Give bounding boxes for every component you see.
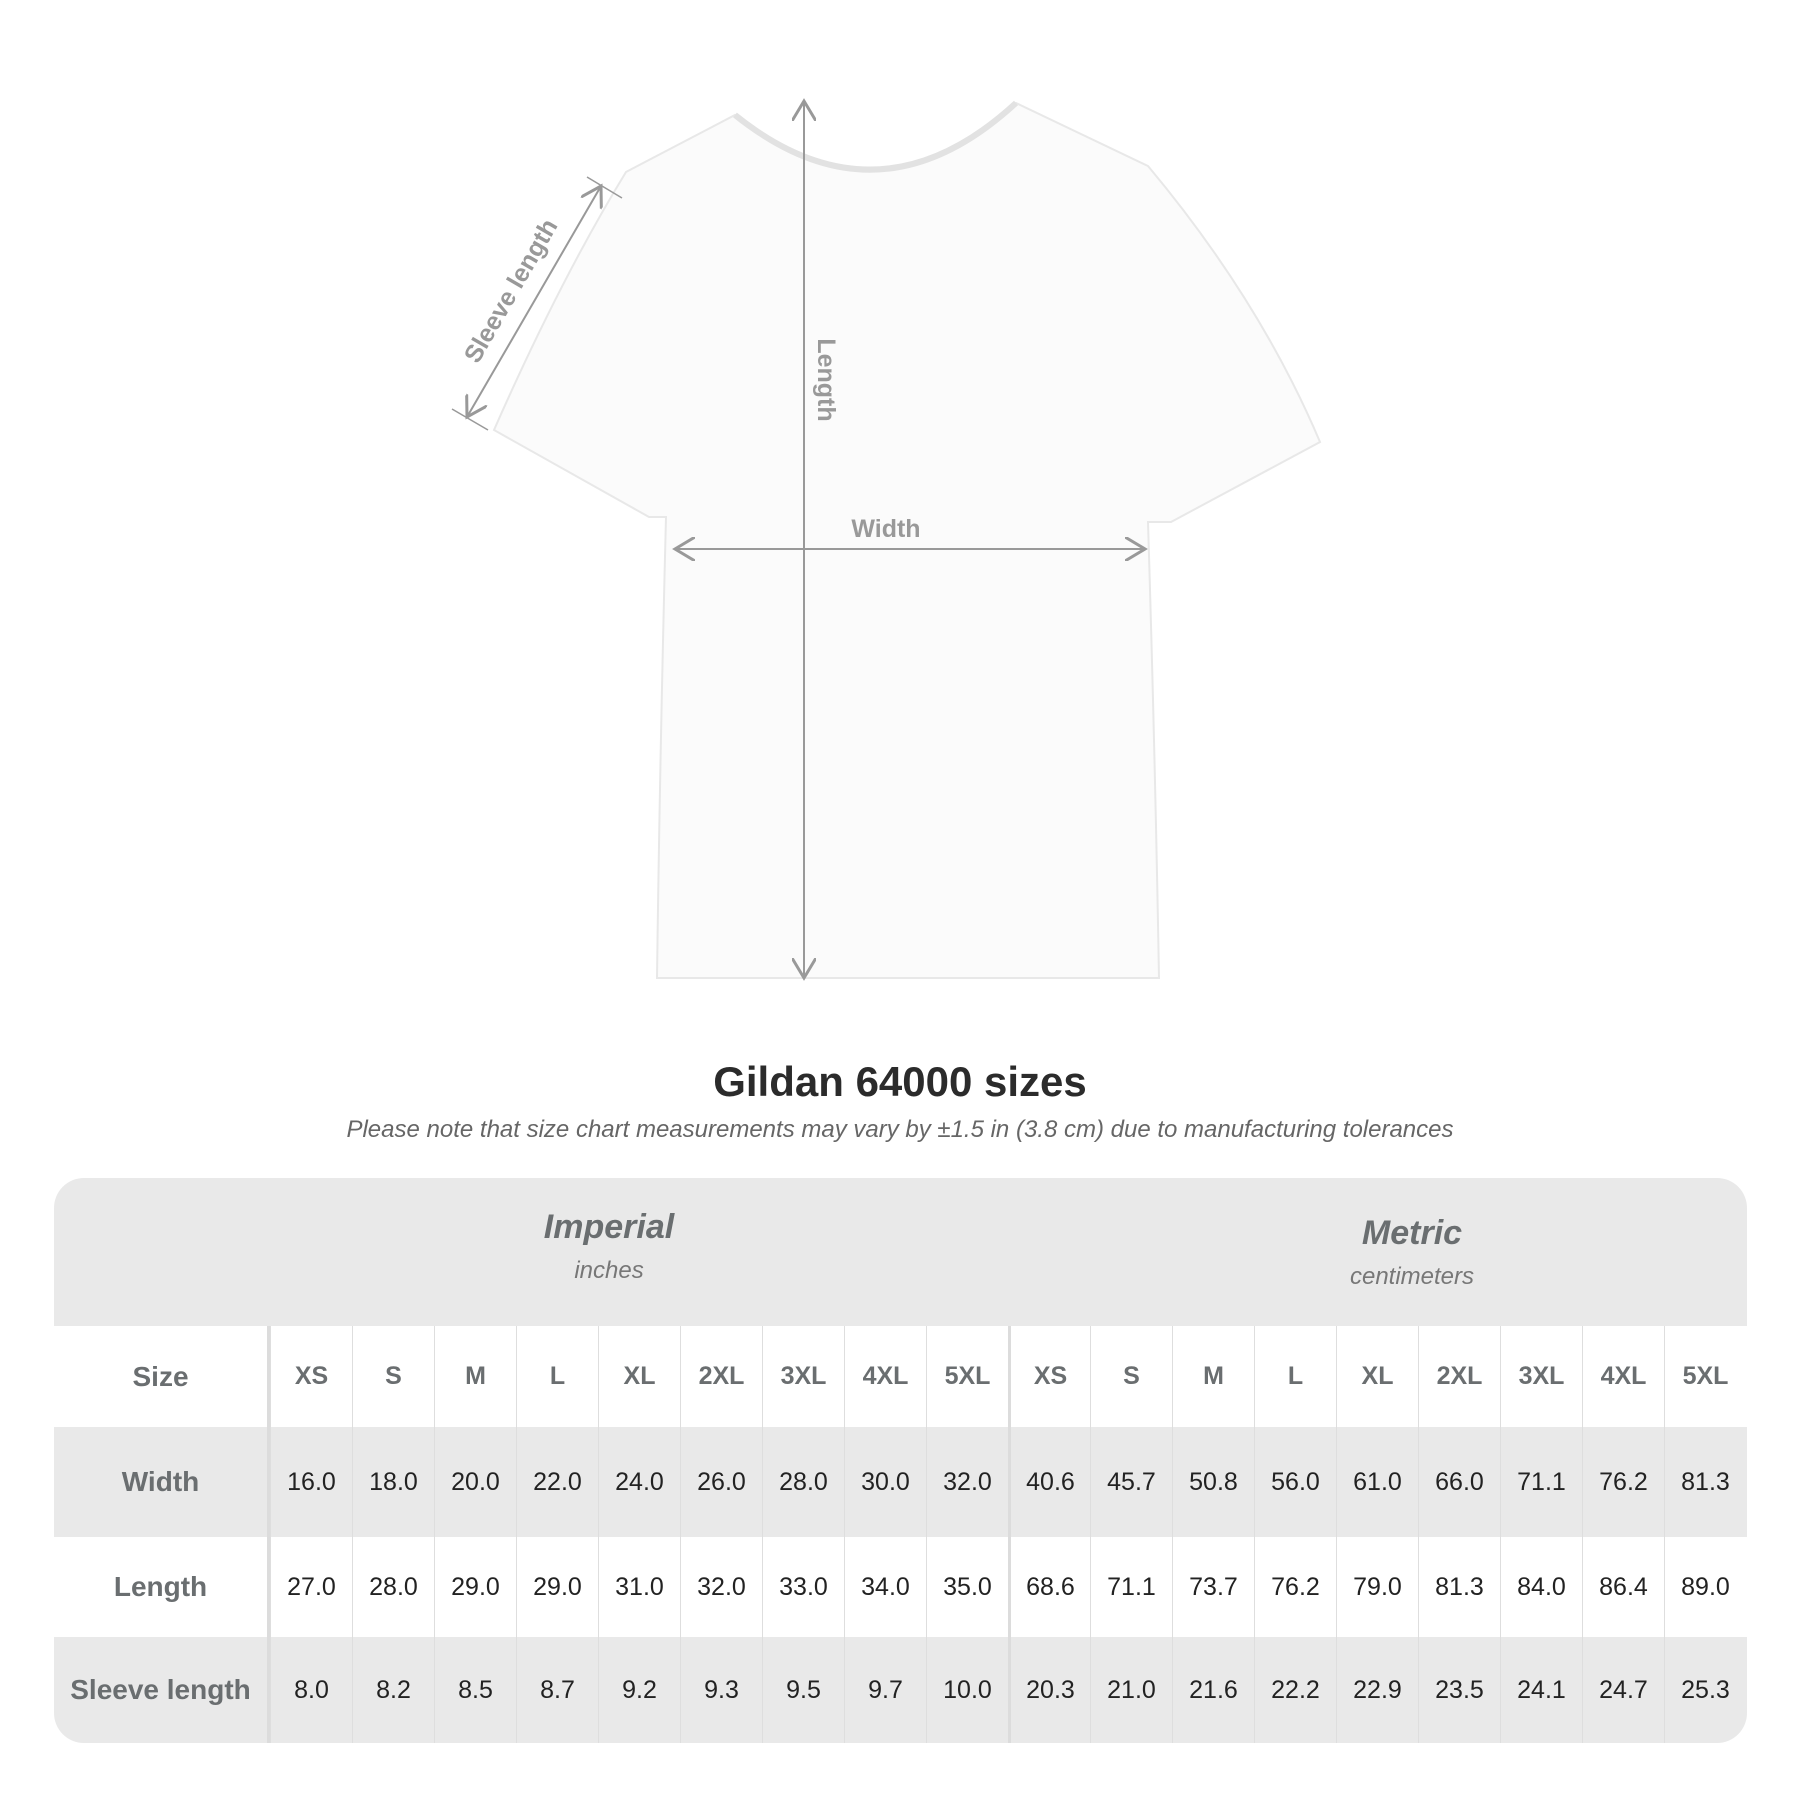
value-cell-imperial: 9.3 (680, 1637, 762, 1743)
value-cell-imperial: 30.0 (844, 1427, 926, 1537)
value-cell-imperial: 8.0 (270, 1637, 352, 1743)
metric-title: Metric (1361, 1214, 1463, 1252)
value-cell-metric: 24.7 (1582, 1637, 1664, 1743)
value-cell-metric: 56.0 (1254, 1427, 1336, 1537)
size-header-imperial: XL (598, 1326, 680, 1427)
length-label: Length (812, 338, 840, 421)
value-cell-metric: 68.6 (1008, 1537, 1090, 1637)
value-cell-metric: 79.0 (1336, 1537, 1418, 1637)
unit-header: Imperial inches Metric centimeters (54, 1178, 1747, 1326)
value-cell-imperial: 28.0 (762, 1427, 844, 1537)
row-label: Length (54, 1537, 270, 1637)
value-cell-metric: 81.3 (1418, 1537, 1500, 1637)
size-header-metric: L (1254, 1326, 1336, 1427)
value-cell-imperial: 9.2 (598, 1637, 680, 1743)
value-cell-metric: 71.1 (1500, 1427, 1582, 1537)
size-header-imperial: L (516, 1326, 598, 1427)
value-cell-metric: 21.6 (1172, 1637, 1254, 1743)
value-cell-metric: 66.0 (1418, 1427, 1500, 1537)
value-cell-imperial: 28.0 (352, 1537, 434, 1637)
value-cell-imperial: 29.0 (516, 1537, 598, 1637)
tshirt-diagram: Length Width Sleeve length (451, 0, 1322, 1040)
value-cell-metric: 25.3 (1664, 1637, 1746, 1743)
value-cell-imperial: 26.0 (680, 1427, 762, 1537)
value-cell-imperial: 32.0 (680, 1537, 762, 1637)
size-header-row: Size XS S M L XL 2XL 3XL 4XL 5XL XS S M L XL 2XL 3XL 4XL 5… (54, 1326, 1747, 1427)
size-header-metric: 2XL (1418, 1326, 1500, 1427)
value-cell-metric: 61.0 (1336, 1427, 1418, 1537)
table-row: Length 27.0 28.0 29.0 29.0 31.0 32.0 33.0 34.0 35… (54, 1537, 1747, 1637)
size-header-imperial: XS (270, 1326, 352, 1427)
size-header-imperial: M (434, 1326, 516, 1427)
value-cell-metric: 81.3 (1664, 1427, 1746, 1537)
value-cell-metric: 76.2 (1582, 1427, 1664, 1537)
table-row: Sleeve length 8.0 8.2 8.5 8.7 9.2 9.3 9.5 9.7 10.… (54, 1637, 1747, 1743)
size-header-metric: XS (1008, 1326, 1090, 1427)
value-cell-imperial: 8.7 (516, 1637, 598, 1743)
value-cell-metric: 89.0 (1664, 1537, 1746, 1637)
value-cell-metric: 86.4 (1582, 1537, 1664, 1637)
value-cell-imperial: 20.0 (434, 1427, 516, 1537)
size-header-imperial: 4XL (844, 1326, 926, 1427)
metric-heading: Metric centimeters (1162, 1214, 1662, 1291)
value-cell-metric: 76.2 (1254, 1537, 1336, 1637)
value-cell-metric: 23.5 (1418, 1637, 1500, 1743)
tolerance-note: Please note that size chart measurements… (346, 1116, 1454, 1143)
value-cell-metric: 21.0 (1090, 1637, 1172, 1743)
value-cell-imperial: 18.0 (352, 1427, 434, 1537)
value-cell-metric: 45.7 (1090, 1427, 1172, 1537)
sleeve-arrow (467, 186, 601, 417)
imperial-title: Imperial (543, 1208, 675, 1246)
row-label: Sleeve length (54, 1637, 270, 1743)
imperial-heading: Imperial inches (359, 1208, 859, 1285)
value-cell-imperial: 34.0 (844, 1537, 926, 1637)
value-cell-imperial: 27.0 (270, 1537, 352, 1637)
value-cell-imperial: 35.0 (926, 1537, 1008, 1637)
value-cell-imperial: 24.0 (598, 1427, 680, 1537)
width-label: Width (851, 515, 920, 543)
table-row: Width 16.0 18.0 20.0 22.0 24.0 26.0 28.0 30.0 32.… (54, 1427, 1747, 1537)
size-header-imperial: 2XL (680, 1326, 762, 1427)
row-label: Width (54, 1427, 270, 1537)
value-cell-metric: 20.3 (1008, 1637, 1090, 1743)
size-header-metric: XL (1336, 1326, 1418, 1427)
value-cell-imperial: 10.0 (926, 1637, 1008, 1743)
page-title: Gildan 64000 sizes (713, 1058, 1087, 1105)
value-cell-imperial: 33.0 (762, 1537, 844, 1637)
size-header-metric: 4XL (1582, 1326, 1664, 1427)
value-cell-imperial: 31.0 (598, 1537, 680, 1637)
value-cell-metric: 84.0 (1500, 1537, 1582, 1637)
size-label: Size (54, 1326, 270, 1427)
value-cell-metric: 22.2 (1254, 1637, 1336, 1743)
imperial-unit: inches (574, 1257, 644, 1284)
value-cell-imperial: 16.0 (270, 1427, 352, 1537)
metric-unit: centimeters (1349, 1263, 1475, 1290)
size-header-metric: 3XL (1500, 1326, 1582, 1427)
size-header-metric: S (1090, 1326, 1172, 1427)
size-header-imperial: S (352, 1326, 434, 1427)
value-cell-imperial: 8.5 (434, 1637, 516, 1743)
value-cell-metric: 50.8 (1172, 1427, 1254, 1537)
value-cell-metric: 24.1 (1500, 1637, 1582, 1743)
size-header-imperial: 3XL (762, 1326, 844, 1427)
value-cell-metric: 40.6 (1008, 1427, 1090, 1537)
value-cell-imperial: 9.5 (762, 1637, 844, 1743)
value-cell-imperial: 32.0 (926, 1427, 1008, 1537)
value-cell-imperial: 9.7 (844, 1637, 926, 1743)
size-header-metric: M (1172, 1326, 1254, 1427)
value-cell-imperial: 29.0 (434, 1537, 516, 1637)
value-cell-metric: 71.1 (1090, 1537, 1172, 1637)
size-table: Imperial inches Metric centimeters Size X… (54, 1178, 1747, 1743)
value-cell-imperial: 8.2 (352, 1637, 434, 1743)
size-header-imperial: 5XL (926, 1326, 1008, 1427)
value-cell-metric: 73.7 (1172, 1537, 1254, 1637)
value-cell-imperial: 22.0 (516, 1427, 598, 1537)
value-cell-metric: 22.9 (1336, 1637, 1418, 1743)
size-header-metric: 5XL (1664, 1326, 1746, 1427)
